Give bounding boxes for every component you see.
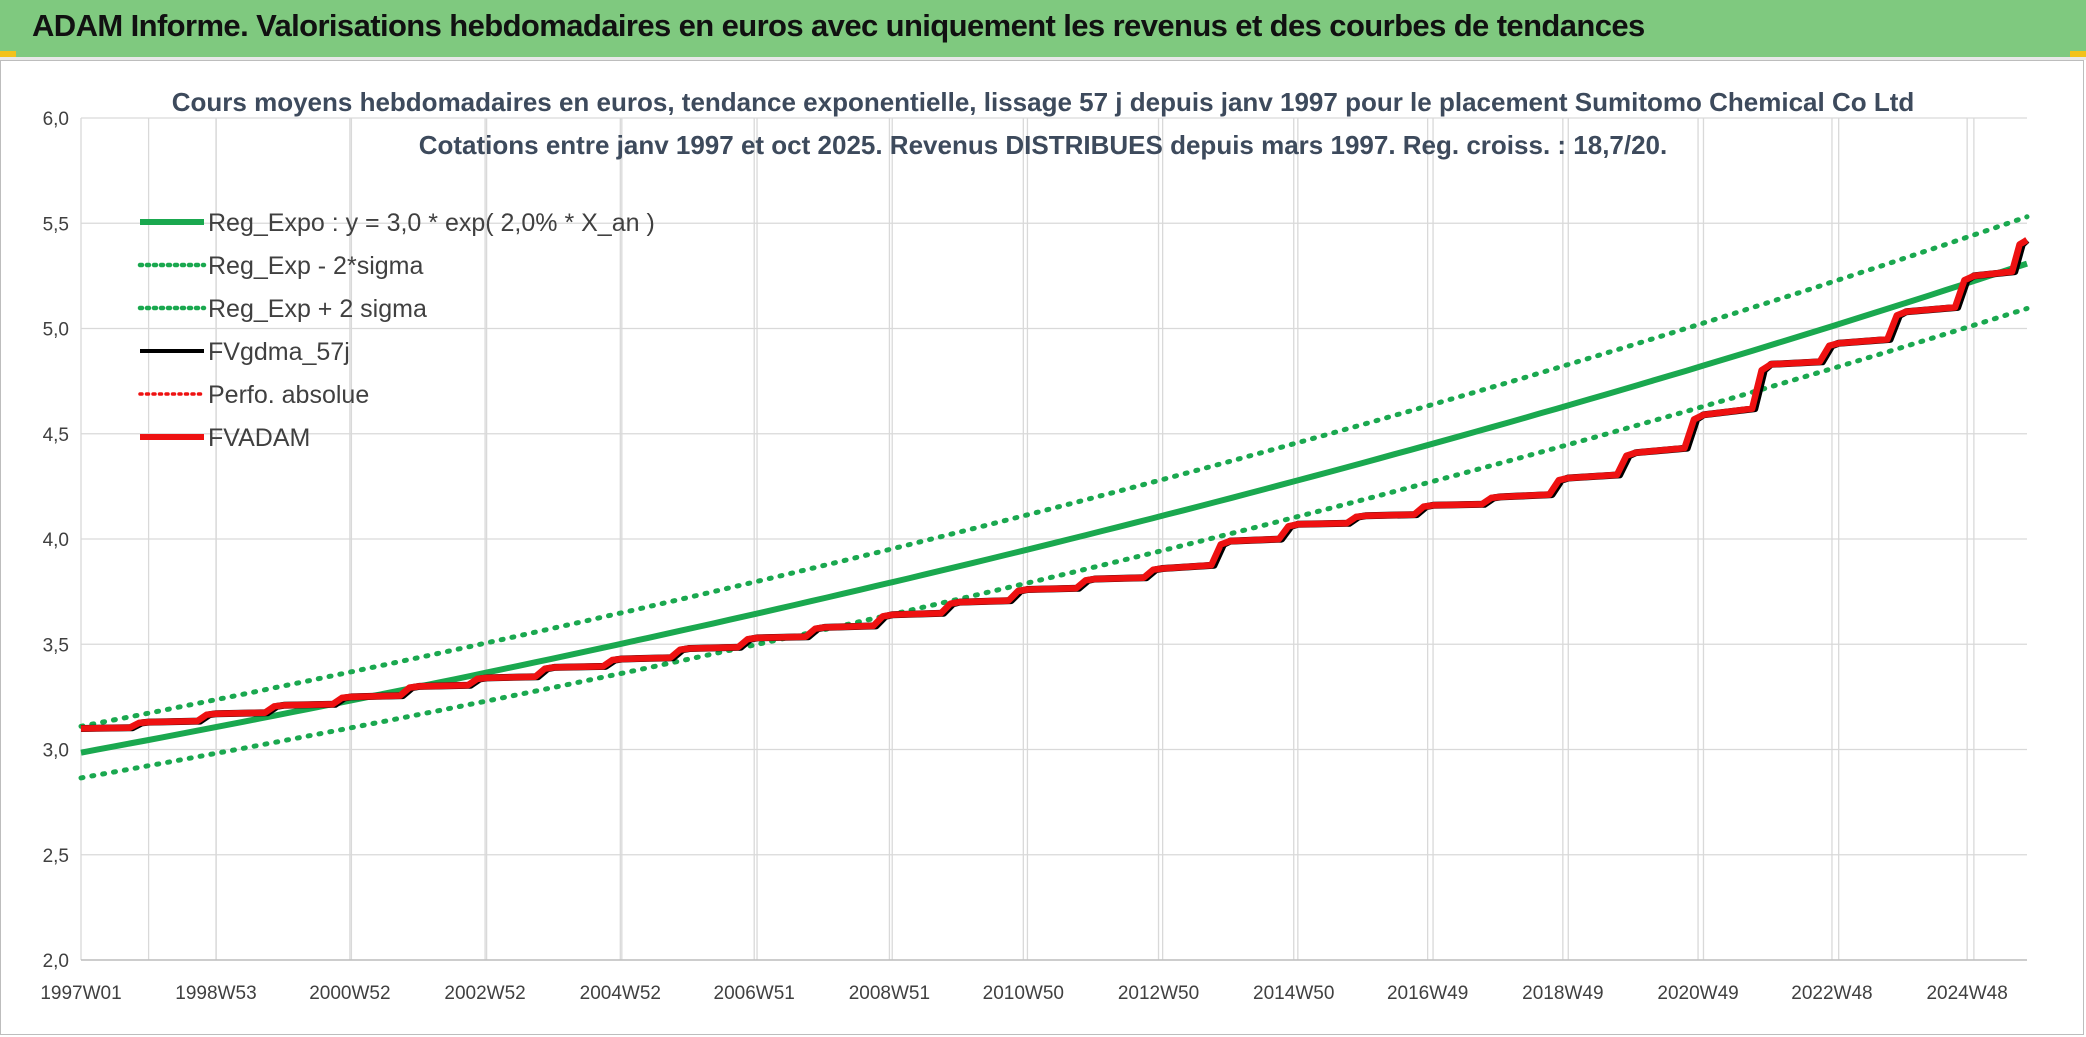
x-tick-label: 2000W52 (309, 983, 390, 1004)
x-tick-label: 2006W51 (714, 983, 795, 1004)
reg-plus-2sigma-line (78, 214, 2030, 729)
x-tick-label: 2010W50 (983, 983, 1064, 1004)
x-tick-label: 2020W49 (1657, 983, 1738, 1004)
corner-mark-right (2070, 51, 2086, 57)
y-tick-label: 2,0 (43, 951, 69, 972)
y-tick-label: 5,5 (43, 214, 69, 235)
fvadam-line (80, 237, 2029, 732)
gridlines (80, 117, 2027, 961)
x-tick-label: 2012W50 (1118, 983, 1199, 1004)
report-title: ADAM Informe. Valorisations hebdomadaire… (32, 8, 1645, 43)
x-tick-label: 1998W53 (175, 983, 256, 1004)
x-tick-label: 2002W52 (444, 983, 525, 1004)
x-tick-label: 2014W50 (1253, 983, 1334, 1004)
y-tick-label: 3,5 (43, 635, 69, 656)
y-axis-ticks: 2,0 2,5 3,0 3,5 4,0 4,5 5,0 5,5 6,0 (43, 109, 69, 972)
legend: Reg_Expo : y = 3,0 * exp( 2,0% * X_an ) … (137, 209, 655, 452)
y-tick-label: 6,0 (43, 109, 69, 130)
x-tick-label: 2016W49 (1387, 983, 1468, 1004)
x-axis-ticks: 1997W01 1998W53 2000W52 2002W52 2004W52 2006W… (40, 983, 2008, 1004)
legend-label-reg-minus: Reg_Exp - 2*sigma (208, 252, 423, 280)
y-tick-label: 4,0 (43, 530, 69, 551)
reg-expo-line (80, 260, 2028, 756)
x-tick-label: 1997W01 (40, 983, 121, 1004)
legend-label-reg-plus: Reg_Exp + 2 sigma (208, 295, 427, 323)
x-tick-label: 2018W49 (1522, 983, 1603, 1004)
y-tick-label: 5,0 (43, 320, 69, 341)
chart-subtitle: Cotations entre janv 1997 et oct 2025. R… (419, 130, 1668, 160)
y-tick-label: 3,0 (43, 741, 69, 762)
x-tick-label: 2004W52 (580, 983, 661, 1004)
reg-minus-2sigma-line (78, 306, 2030, 781)
corner-mark-left (0, 51, 16, 57)
legend-label-fvgdma: FVgdma_57j (208, 338, 350, 366)
legend-label-fvadam: FVADAM (208, 424, 310, 452)
x-tick-label: 2008W51 (849, 983, 930, 1004)
legend-label-perfo: Perfo. absolue (208, 381, 369, 409)
y-tick-label: 2,5 (43, 846, 69, 867)
report-banner: ADAM Informe. Valorisations hebdomadaire… (0, 0, 2086, 60)
plot-series (78, 214, 2030, 781)
chart-title: Cours moyens hebdomadaires en euros, ten… (172, 87, 1915, 117)
y-tick-label: 4,5 (43, 425, 69, 446)
x-tick-label: 2024W48 (1926, 983, 2007, 1004)
x-tick-label: 2022W48 (1791, 983, 1872, 1004)
legend-label-reg-expo: Reg_Expo : y = 3,0 * exp( 2,0% * X_an ) (208, 209, 655, 237)
